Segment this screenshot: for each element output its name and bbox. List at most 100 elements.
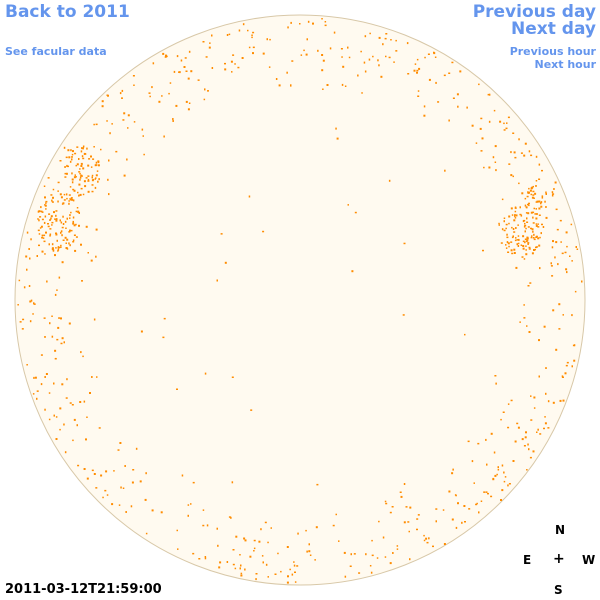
speckle <box>427 53 430 55</box>
speckle <box>197 79 200 81</box>
speckle <box>371 554 374 557</box>
speckle <box>494 161 497 163</box>
speckle <box>192 481 195 484</box>
speckle <box>532 211 535 214</box>
speckle <box>230 516 232 519</box>
speckle <box>463 505 466 507</box>
speckle <box>55 416 58 418</box>
speckle <box>503 229 506 232</box>
speckle <box>240 574 243 577</box>
speckle <box>507 242 510 245</box>
speckle <box>384 556 387 558</box>
speckle <box>514 214 516 216</box>
speckle <box>80 162 83 165</box>
speckle <box>478 511 480 514</box>
speckle <box>532 222 535 224</box>
speckle <box>178 71 180 73</box>
see-facular-data-link[interactable]: See facular data <box>5 45 107 58</box>
speckle <box>65 242 67 244</box>
speckle <box>73 189 76 192</box>
speckle <box>423 105 426 108</box>
speckle <box>91 176 93 179</box>
next-day-link[interactable]: Next day <box>511 19 596 39</box>
speckle <box>552 309 555 312</box>
speckle <box>54 254 56 257</box>
speckle <box>98 178 100 181</box>
speckle <box>95 255 97 258</box>
speckle <box>43 240 46 243</box>
speckle <box>527 242 530 244</box>
speckle <box>162 52 165 55</box>
speckle <box>48 418 51 421</box>
speckle <box>52 249 55 252</box>
speckle <box>321 18 323 20</box>
speckle <box>336 137 339 140</box>
speckle <box>565 231 568 234</box>
speckle <box>562 399 565 402</box>
speckle <box>409 558 411 561</box>
speckle <box>23 286 26 289</box>
speckle <box>552 240 554 243</box>
speckle <box>378 64 380 67</box>
speckle <box>538 200 541 203</box>
speckle <box>46 280 48 283</box>
speckle <box>44 196 46 199</box>
previous-hour-link[interactable]: Previous hour <box>509 45 596 58</box>
speckle <box>83 400 86 403</box>
speckle <box>192 552 195 555</box>
speckle <box>253 547 256 550</box>
speckle <box>524 238 527 240</box>
speckle <box>63 199 66 201</box>
speckle <box>80 351 82 354</box>
speckle <box>100 474 103 477</box>
previous-day-link[interactable]: Previous day <box>472 2 596 22</box>
speckle <box>68 156 71 159</box>
speckle <box>493 451 496 454</box>
speckle <box>385 502 388 505</box>
speckle <box>278 84 281 87</box>
speckle <box>519 206 521 209</box>
speckle <box>60 230 63 233</box>
solar-disk <box>14 14 586 586</box>
speckle <box>113 470 115 472</box>
speckle <box>537 237 540 240</box>
speckle <box>202 524 205 527</box>
speckle <box>511 214 514 216</box>
speckle <box>553 188 555 190</box>
speckle <box>324 21 327 23</box>
speckle <box>533 249 535 251</box>
speckle <box>79 401 82 403</box>
speckle <box>91 184 94 186</box>
speckle <box>265 563 268 566</box>
speckle <box>428 78 431 81</box>
speckle <box>370 571 373 574</box>
speckle <box>132 75 135 77</box>
speckle <box>571 260 573 262</box>
speckle <box>403 242 406 245</box>
speckle <box>66 197 68 200</box>
speckle <box>72 199 75 202</box>
speckle <box>456 93 459 96</box>
speckle <box>560 241 562 243</box>
speckle <box>507 426 510 429</box>
speckle <box>533 407 536 409</box>
speckle <box>78 171 81 173</box>
speckle <box>33 376 35 379</box>
speckle <box>395 39 397 42</box>
speckle <box>505 227 507 230</box>
speckle <box>564 372 567 375</box>
speckle <box>95 174 98 177</box>
speckle <box>95 487 98 489</box>
speckle <box>49 219 51 221</box>
speckle <box>544 422 547 425</box>
speckle <box>528 204 530 207</box>
speckle <box>68 200 70 202</box>
speckle <box>525 245 527 247</box>
speckle <box>559 399 562 402</box>
next-hour-link[interactable]: Next hour <box>534 58 597 71</box>
speckle <box>392 552 394 554</box>
speckle <box>59 407 62 410</box>
back-to-year-link[interactable]: Back to 2011 <box>5 2 130 22</box>
speckle <box>541 169 543 172</box>
speckle <box>29 257 31 260</box>
